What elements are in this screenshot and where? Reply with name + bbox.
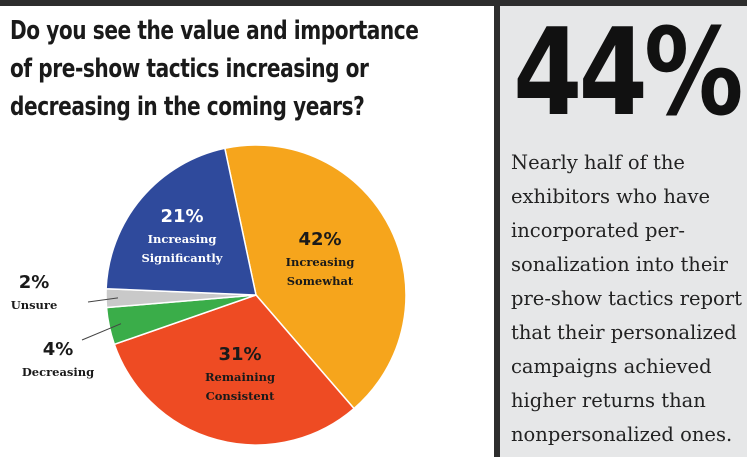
top-border <box>0 0 747 6</box>
stat-line: pre-show tactics report <box>511 287 742 310</box>
leader-line-decreasing <box>81 323 122 341</box>
stat-description: Nearly half of the exhibitors who have i… <box>511 146 743 452</box>
pie-slice-increasing-significantly <box>105 147 257 296</box>
slice-percent-decreasing: 4% <box>43 339 74 360</box>
pie-slice-remaining-consistent <box>113 294 356 446</box>
stat-line: Nearly half of the <box>511 151 685 174</box>
slice-label-remaining-consistent: Consistent <box>206 389 275 403</box>
stat-line: higher returns than <box>511 389 706 412</box>
pie-chart: 42% Increasing Somewhat 31% Remaining Consist… <box>11 144 407 446</box>
panel-divider <box>494 6 500 457</box>
slice-label-decreasing: Decreasing <box>22 365 94 379</box>
slice-label-unsure: Unsure <box>11 298 58 312</box>
stat-line: campaigns achieved <box>511 355 712 378</box>
slice-percent-increasing-significantly: 21% <box>160 206 203 227</box>
stat-line: incorporated per- <box>511 219 685 242</box>
slice-label-remaining-consistent: Remaining <box>205 370 275 384</box>
stat-line: that their personalized <box>511 321 737 344</box>
slice-percent-increasing-somewhat: 42% <box>298 229 341 250</box>
slice-label-increasing-significantly: Significantly <box>142 251 223 265</box>
stat-line: nonpersonalized ones. <box>511 423 733 446</box>
pie-slice-increasing-somewhat <box>223 144 407 410</box>
survey-question: Do you see the value and importance of p… <box>10 16 419 122</box>
slice-label-increasing-somewhat: Increasing <box>286 255 355 269</box>
stat-line: exhibitors who have <box>511 185 711 208</box>
stat-panel: 44% Nearly half of the exhibitors who ha… <box>500 6 747 457</box>
slice-label-increasing-somewhat: Somewhat <box>287 274 354 288</box>
slice-percent-remaining-consistent: 31% <box>218 344 261 365</box>
stat-line: sonalization into their <box>511 253 728 276</box>
leader-line-unsure <box>87 297 119 303</box>
slice-percent-unsure: 2% <box>19 272 50 293</box>
slice-label-increasing-significantly: Increasing <box>148 232 217 246</box>
stat-value: 44% <box>513 4 743 143</box>
